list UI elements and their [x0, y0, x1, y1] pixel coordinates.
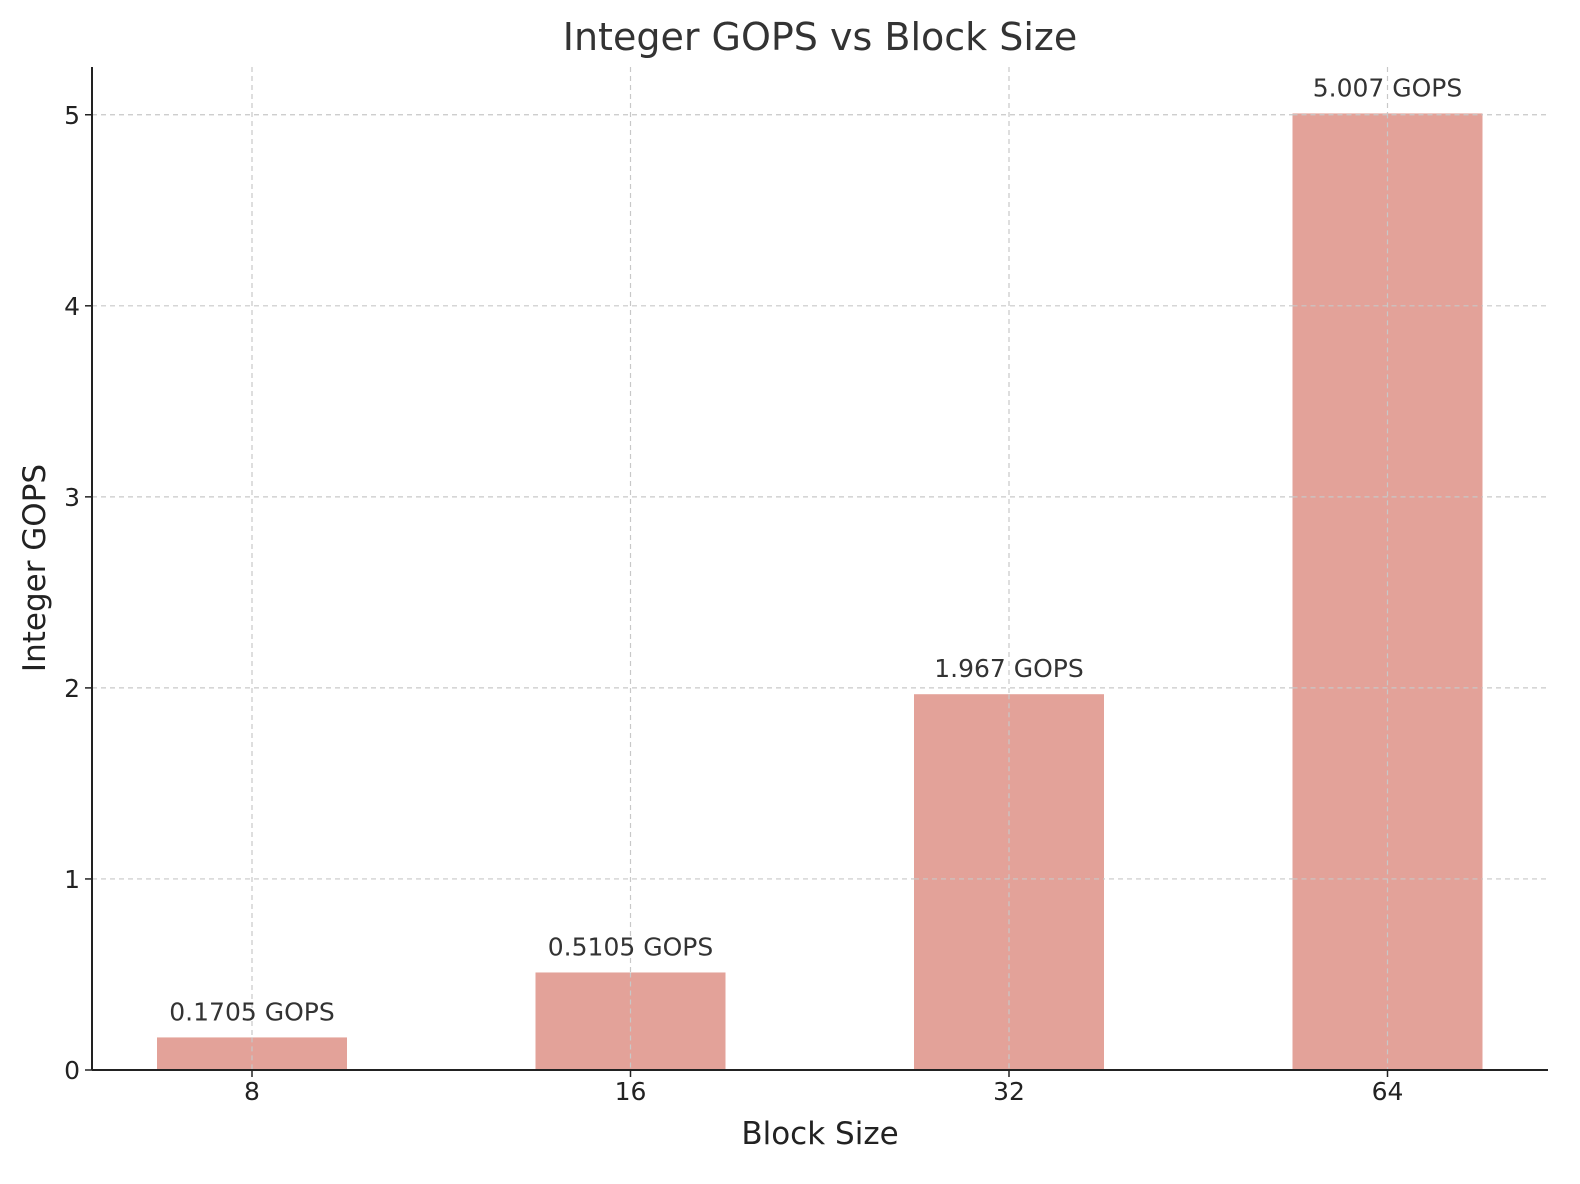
data-label: 5.007 GOPS	[1313, 73, 1463, 102]
x-tick-label: 8	[244, 1077, 260, 1106]
data-label: 0.5105 GOPS	[548, 932, 713, 961]
y-axis-title: Integer GOPS	[17, 464, 53, 672]
y-tick-label: 3	[64, 483, 80, 512]
data-label: 1.967 GOPS	[934, 654, 1084, 683]
data-labels: 0.1705 GOPS 0.5105 GOPS 1.967 GOPS 5.007 GO…	[169, 73, 1462, 1026]
bars	[157, 113, 1483, 1071]
x-tick-label: 16	[615, 1077, 647, 1106]
y-tick-label: 1	[64, 865, 80, 894]
y-tick-label: 0	[64, 1056, 80, 1085]
x-tick-label: 32	[993, 1077, 1025, 1106]
bar-32	[914, 694, 1104, 1070]
x-axis-title: Block Size	[741, 1116, 898, 1152]
y-tick-label: 4	[64, 292, 80, 321]
axes: 0 1 2 3 4 5 8 16 32 64	[64, 67, 1548, 1106]
y-tick-label: 5	[64, 101, 80, 130]
x-tick-label: 64	[1372, 1077, 1404, 1106]
data-label: 0.1705 GOPS	[169, 997, 334, 1026]
y-tick-label: 2	[64, 674, 80, 703]
chart-title: Integer GOPS vs Block Size	[563, 15, 1077, 59]
